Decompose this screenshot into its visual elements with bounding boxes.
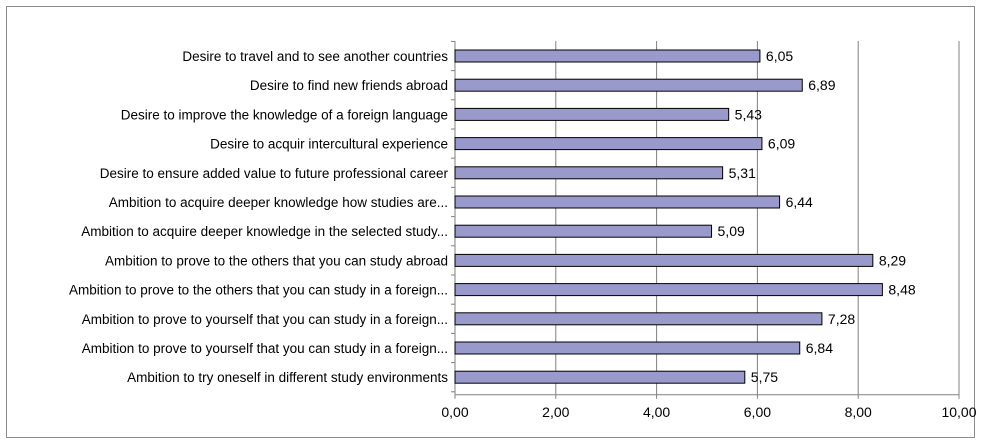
- category-label: Ambition to prove to the others that you…: [69, 283, 448, 298]
- bar: [454, 370, 746, 384]
- bar: [454, 283, 883, 297]
- x-tick-label: 4,00: [643, 404, 670, 420]
- value-label: 5,43: [735, 106, 762, 122]
- bar: [454, 166, 724, 180]
- bar: [454, 78, 803, 92]
- bar: [454, 224, 713, 238]
- bar: [454, 253, 874, 267]
- value-label: 5,09: [718, 223, 745, 239]
- value-label: 8,48: [888, 282, 915, 298]
- value-label: 7,28: [828, 311, 855, 327]
- x-tick-label: 6,00: [744, 404, 771, 420]
- x-tick-label: 0,00: [441, 404, 468, 420]
- bar: [454, 137, 763, 151]
- chart-frame: [6, 6, 975, 438]
- category-label: Desire to acquir intercultural experienc…: [210, 137, 448, 152]
- category-label: Desire to improve the knowledge of a for…: [121, 107, 448, 122]
- bar: [454, 49, 761, 63]
- category-label: Ambition to acquire deeper knowledge how…: [109, 195, 448, 210]
- category-label: Ambition to prove to yourself that you c…: [82, 312, 448, 327]
- value-label: 6,89: [808, 77, 835, 93]
- value-label: 8,29: [879, 252, 906, 268]
- value-label: 6,84: [806, 340, 833, 356]
- category-label: Desire to travel and to see another coun…: [182, 49, 448, 64]
- bar: [454, 107, 730, 121]
- bar: [454, 341, 801, 355]
- x-tick-label: 8,00: [845, 404, 872, 420]
- x-tick-label: 2,00: [542, 404, 569, 420]
- category-label: Ambition to acquire deeper knowledge in …: [81, 224, 448, 239]
- value-label: 6,05: [766, 48, 793, 64]
- value-label: 6,09: [768, 136, 795, 152]
- value-label: 6,44: [786, 194, 813, 210]
- category-label: Ambition to try oneself in different stu…: [127, 370, 448, 385]
- x-tick-label: 10,00: [941, 404, 976, 420]
- category-label: Ambition to prove to the others that you…: [105, 253, 448, 268]
- bar: [454, 195, 781, 209]
- category-label: Ambition to prove to yourself that you c…: [82, 341, 448, 356]
- bar: [454, 312, 823, 326]
- category-label: Desire to find new friends abroad: [250, 78, 448, 93]
- value-label: 5,31: [729, 165, 756, 181]
- category-label: Desire to ensure added value to future p…: [100, 166, 449, 181]
- value-label: 5,75: [751, 369, 778, 385]
